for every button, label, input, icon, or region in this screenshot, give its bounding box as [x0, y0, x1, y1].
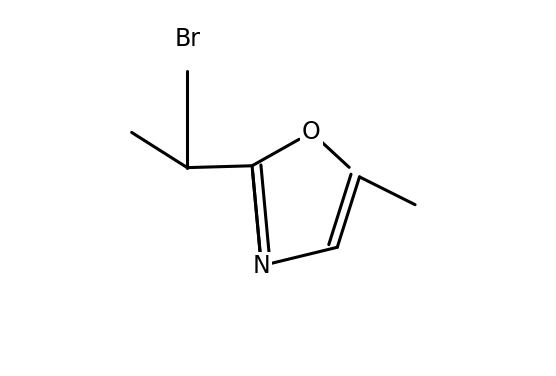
Text: N: N [252, 254, 270, 278]
Text: Br: Br [174, 27, 200, 51]
Text: O: O [302, 120, 321, 144]
